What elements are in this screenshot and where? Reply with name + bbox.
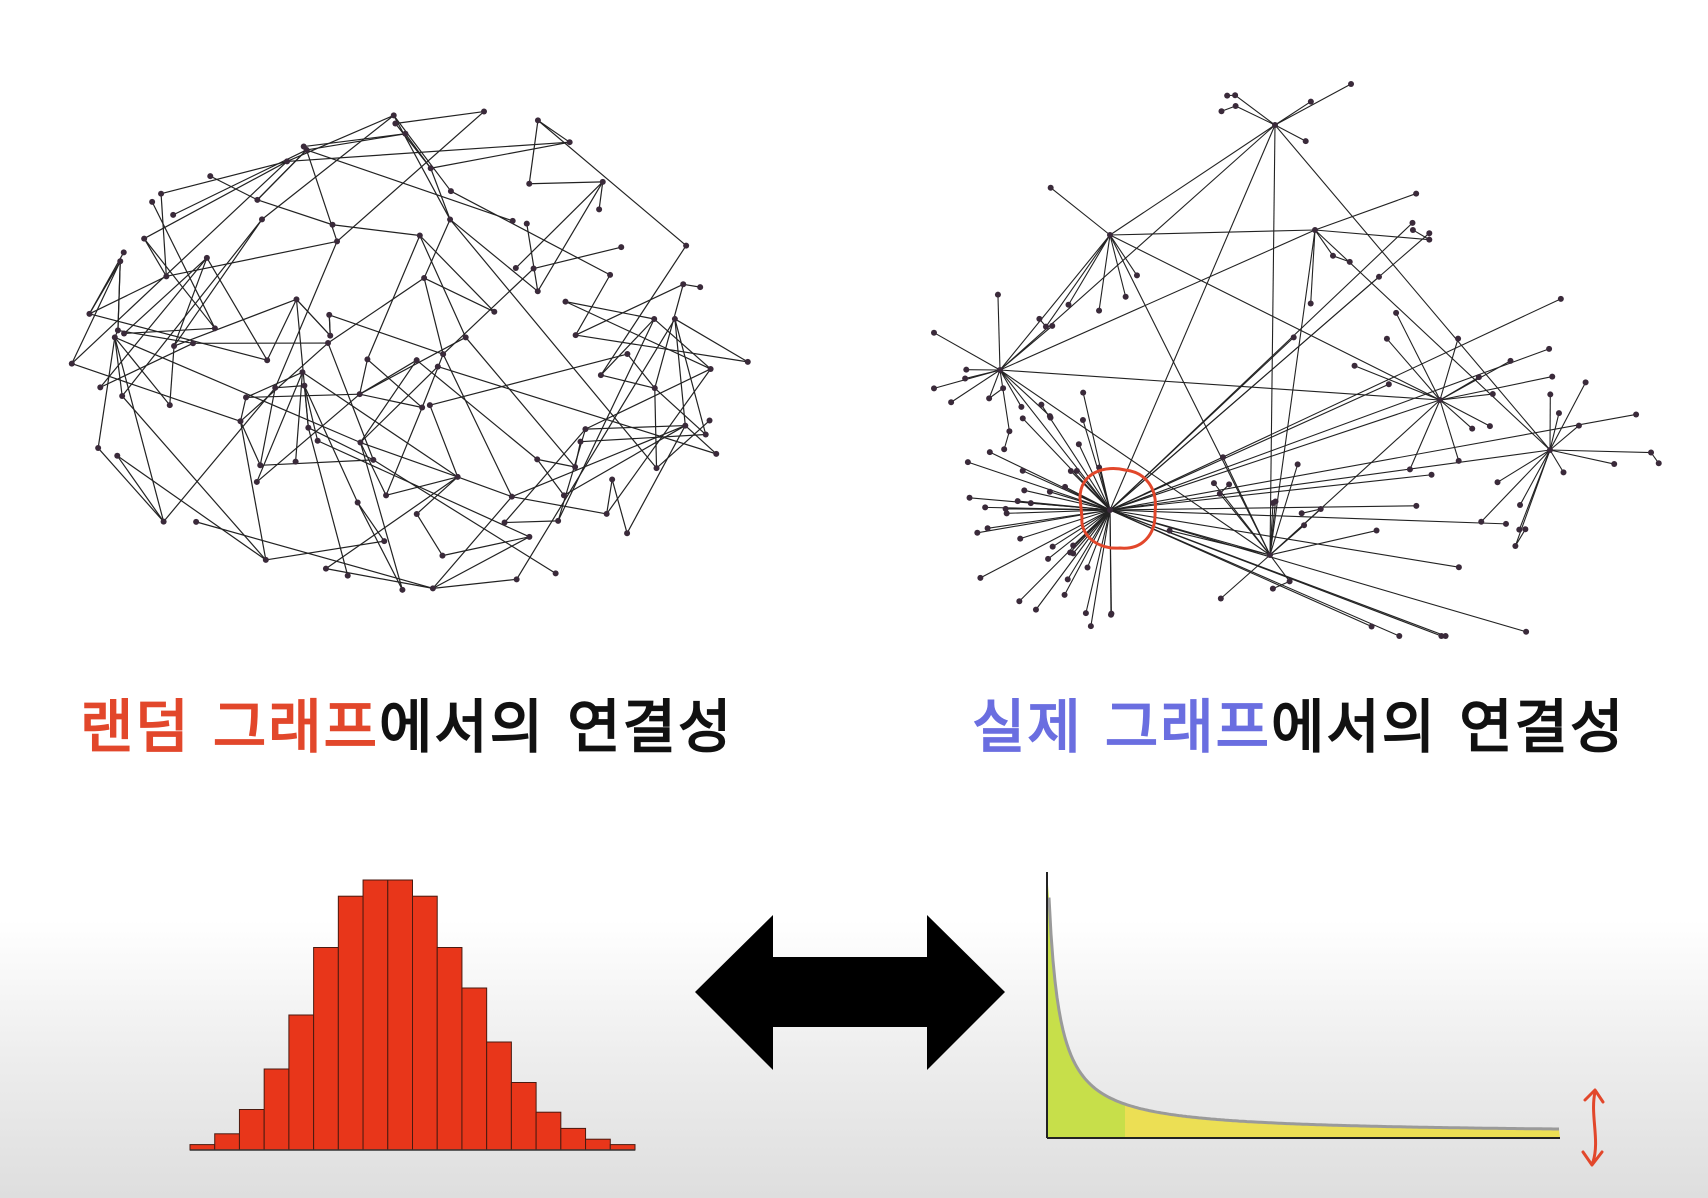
double-arrow-icon — [695, 915, 1005, 1070]
tail-curve — [1047, 897, 1559, 1131]
random-graph-edges — [71, 110, 749, 591]
histogram-bar — [436, 947, 463, 1151]
random-graph-nodes — [68, 108, 751, 593]
histogram-bar — [263, 1068, 290, 1151]
histogram-bar — [461, 987, 488, 1151]
caption-real-graph-rest: 에서의 연결성 — [1271, 693, 1626, 761]
random-graph-network — [68, 108, 751, 593]
histogram-bar — [313, 947, 339, 1151]
caption-real-graph-highlight: 실제 그래프 — [972, 693, 1271, 761]
histogram-bar — [387, 879, 413, 1151]
caption-real-graph: 실제 그래프에서의 연결성 — [972, 680, 1625, 764]
real-graph-nodes — [931, 81, 1662, 639]
degree-histogram — [189, 879, 636, 1151]
histogram-bar — [337, 895, 364, 1151]
real-graph-edges — [933, 83, 1660, 637]
tail-long-region — [1125, 1104, 1560, 1138]
caption-random-graph-rest: 에서의 연결성 — [379, 693, 734, 761]
histogram-bar — [214, 1133, 240, 1151]
histogram-bar — [609, 1144, 636, 1151]
vertical-double-arrow-icon — [1581, 1088, 1605, 1167]
long-tail-distribution — [1046, 872, 1605, 1167]
histogram-bar — [189, 1144, 216, 1151]
histogram-bar — [238, 1109, 265, 1151]
histogram-bar — [288, 1014, 315, 1151]
histogram-bar — [486, 1041, 512, 1151]
caption-random-graph: 랜덤 그래프에서의 연결성 — [80, 680, 733, 764]
hub-highlight-circle — [1078, 467, 1157, 550]
histogram-bar — [510, 1082, 537, 1151]
tail-head-region — [1047, 872, 1125, 1138]
histogram-bar — [560, 1127, 587, 1151]
real-graph-network — [931, 81, 1662, 639]
histogram-bar — [535, 1111, 562, 1151]
histogram-bar — [362, 879, 389, 1151]
histogram-bar — [585, 1138, 611, 1151]
caption-random-graph-highlight: 랜덤 그래프 — [80, 693, 379, 761]
histogram-bar — [412, 895, 438, 1151]
